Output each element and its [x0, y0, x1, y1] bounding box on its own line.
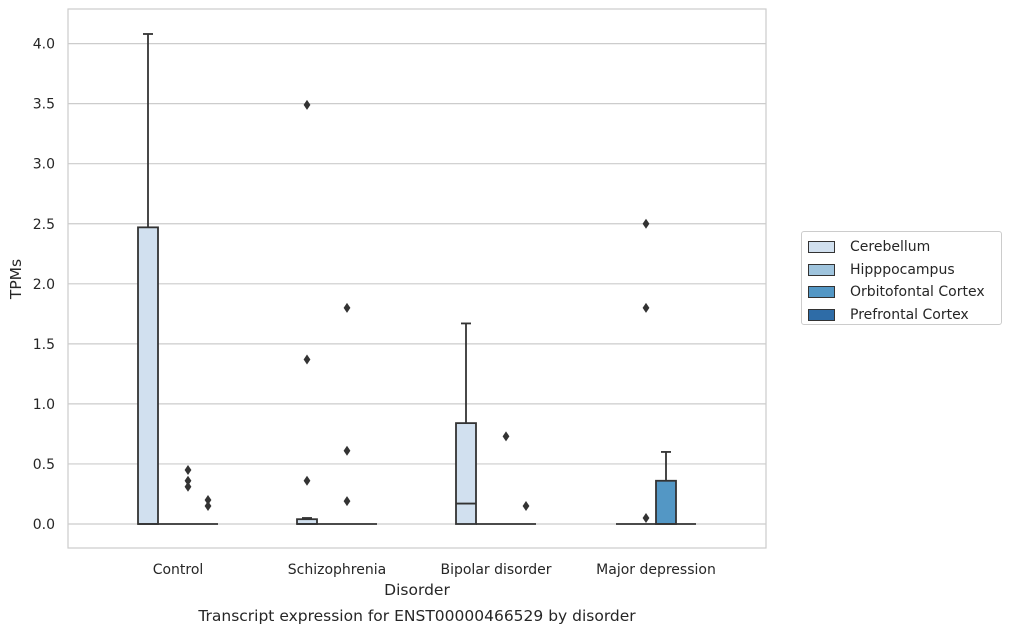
x-tick-label: Schizophrenia [288, 562, 386, 578]
box-body [137, 226, 159, 525]
legend-swatch [808, 308, 835, 321]
outlier-point [502, 431, 510, 442]
legend-label: Cerebellum [850, 239, 931, 256]
legend-label: Hipppocampus [850, 261, 955, 278]
y-tick-label: 2.0 [33, 277, 55, 293]
outlier-point [642, 302, 650, 313]
y-tick-label: 3.5 [33, 97, 55, 113]
outlier-point [303, 475, 311, 486]
legend: Cerebellum Hipppocampus Orbitofontal Corte… [801, 231, 1002, 325]
y-tick-label: 2.5 [33, 217, 55, 233]
legend-item: Prefrontal Cortex [802, 304, 1001, 327]
outlier-point [343, 496, 351, 507]
legend-item: Cerebellum [802, 236, 1001, 259]
box-orbitofontal-cortex [655, 451, 677, 525]
outlier-point [343, 445, 351, 456]
box-orbitofontal-cortex [337, 302, 357, 525]
outlier-point [343, 302, 351, 313]
y-tick-labels: 0.0 0.5 1.0 1.5 2.0 2.5 3.0 3.5 4.0 [33, 37, 55, 533]
outlier-point [303, 99, 311, 110]
chart-caption: Transcript expression for ENST0000046652… [198, 607, 636, 625]
box-body [655, 479, 677, 525]
outlier-point [184, 481, 192, 492]
outlier-point [204, 494, 212, 505]
x-tick-label: Bipolar disorder [440, 562, 551, 578]
boxes-layer [137, 33, 696, 525]
outlier-point [642, 218, 650, 229]
legend-item: Hipppocampus [802, 259, 1001, 282]
x-axis-label: Disorder [384, 581, 450, 599]
y-tick-label: 1.0 [33, 397, 55, 413]
legend-swatch [808, 286, 835, 299]
legend-label: Orbitofontal Cortex [850, 284, 985, 301]
legend-item: Orbitofontal Cortex [802, 281, 1001, 304]
outlier-point [522, 500, 530, 511]
x-tick-label: Control [153, 562, 204, 578]
box-orbitofontal-cortex [496, 431, 516, 525]
box-hipppocampus [636, 218, 656, 525]
outlier-point [184, 464, 192, 475]
x-tick-labels: Control Schizophrenia Bipolar disorder Majo… [153, 562, 716, 578]
box-prefrontal-cortex [198, 494, 218, 525]
outlier-point [204, 500, 212, 511]
x-tick-label: Major depression [596, 562, 716, 578]
box-cerebellum [296, 99, 318, 525]
outlier-point [184, 475, 192, 486]
box-cerebellum [137, 33, 159, 525]
y-tick-label: 0.5 [33, 457, 55, 473]
box-cerebellum [455, 322, 477, 525]
plot-area-frame [67, 8, 767, 549]
legend-label: Prefrontal Cortex [850, 306, 969, 323]
y-tick-label: 1.5 [33, 337, 55, 353]
box-prefrontal-cortex [516, 500, 536, 525]
y-tick-label: 4.0 [33, 37, 55, 53]
box-orbitofontal-cortex [178, 464, 198, 525]
grid-lines [68, 42, 766, 525]
y-tick-label: 0.0 [33, 517, 55, 533]
outlier-point [642, 512, 650, 523]
legend-swatch [808, 263, 835, 276]
y-axis-label: TPMs [7, 259, 25, 300]
box-body [455, 422, 477, 525]
y-tick-label: 3.0 [33, 157, 55, 173]
outlier-point [303, 354, 311, 365]
legend-swatch [808, 241, 835, 254]
